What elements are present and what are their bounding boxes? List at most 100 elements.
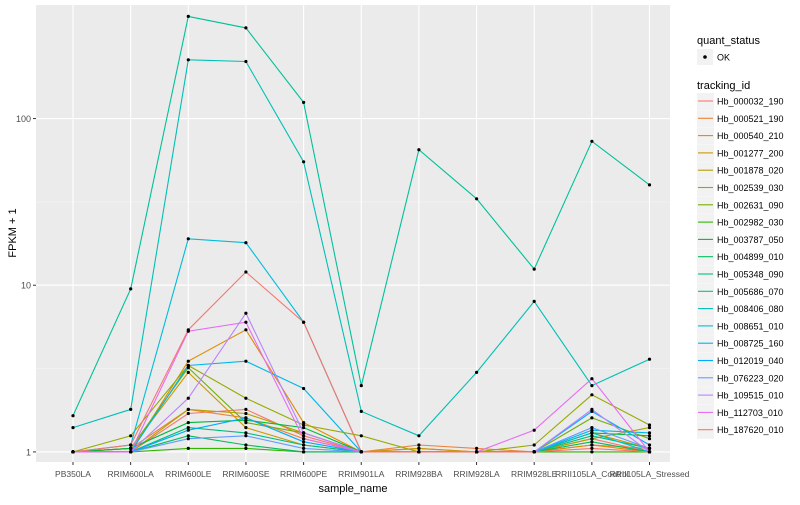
legend-label: Hb_002982_030 bbox=[717, 218, 784, 228]
legend-label: Hb_112703_010 bbox=[717, 408, 783, 418]
data-point bbox=[186, 366, 190, 370]
series-points bbox=[71, 14, 652, 454]
data-point bbox=[186, 434, 190, 438]
data-point bbox=[244, 431, 248, 435]
data-point bbox=[244, 418, 248, 422]
data-point bbox=[647, 443, 652, 447]
data-point bbox=[244, 421, 248, 425]
legend-tracking-items: Hb_000032_190 Hb_000521_190 Hb_000540_210 H… bbox=[697, 93, 784, 439]
y-tick-label: 100 bbox=[16, 114, 31, 124]
data-point bbox=[302, 423, 306, 427]
legend-label: Hb_008725_160 bbox=[717, 339, 784, 349]
data-point bbox=[302, 431, 306, 435]
data-point bbox=[590, 434, 594, 438]
data-point bbox=[186, 446, 190, 450]
legend-quant-title: quant_status bbox=[697, 35, 760, 47]
legend-label: Hb_000521_190 bbox=[717, 114, 784, 124]
data-point bbox=[590, 384, 594, 388]
legend-tracking-title: tracking_id bbox=[697, 80, 750, 92]
data-point bbox=[532, 443, 536, 447]
data-point bbox=[186, 14, 190, 18]
data-point bbox=[302, 437, 306, 441]
x-tick-label: PB350LA bbox=[55, 469, 91, 479]
panel-background bbox=[36, 5, 670, 462]
data-point bbox=[244, 407, 248, 411]
data-point bbox=[647, 423, 652, 427]
data-point bbox=[244, 426, 248, 430]
data-point bbox=[71, 414, 75, 418]
data-point bbox=[244, 434, 248, 438]
data-point bbox=[129, 287, 133, 291]
data-point bbox=[647, 434, 652, 438]
y-axis: 1 10 100 bbox=[16, 114, 36, 457]
legend-label: Hb_012019_040 bbox=[717, 356, 784, 366]
data-point bbox=[302, 440, 306, 444]
data-point bbox=[186, 359, 190, 363]
data-point bbox=[302, 100, 306, 104]
data-point bbox=[590, 450, 594, 454]
legend-label: Hb_109515_010 bbox=[717, 391, 784, 401]
legend-label: Hb_187620_010 bbox=[717, 425, 784, 435]
legend-label: Hb_005686_070 bbox=[717, 287, 784, 297]
legend-label: Hb_076223_020 bbox=[717, 373, 784, 383]
legend-quant-items: OK bbox=[697, 49, 730, 65]
data-point bbox=[244, 396, 248, 400]
data-point bbox=[647, 183, 652, 187]
data-point bbox=[532, 428, 536, 432]
x-tick-label: RRIM928LA bbox=[453, 469, 500, 479]
data-point bbox=[186, 407, 190, 411]
major-gridlines bbox=[36, 5, 670, 462]
data-point bbox=[647, 431, 652, 435]
data-point bbox=[129, 443, 133, 447]
x-tick-label: RRIM600LA bbox=[107, 469, 154, 479]
data-point bbox=[186, 411, 190, 416]
data-point bbox=[129, 450, 133, 454]
data-point bbox=[186, 237, 190, 241]
x-tick-label: RRIM901LA bbox=[338, 469, 385, 479]
x-tick-label: RRII105LA_Control bbox=[555, 469, 629, 479]
data-point bbox=[475, 197, 479, 201]
data-point bbox=[244, 328, 248, 332]
y-tick-label: 10 bbox=[21, 281, 31, 291]
data-point bbox=[417, 450, 421, 454]
data-point bbox=[417, 446, 421, 450]
x-tick-label: RRIM600PE bbox=[280, 469, 328, 479]
data-point bbox=[647, 450, 652, 454]
data-point bbox=[359, 434, 363, 438]
data-point bbox=[417, 434, 421, 438]
data-point bbox=[590, 377, 594, 381]
data-point bbox=[590, 416, 594, 420]
data-point bbox=[186, 370, 190, 374]
data-point bbox=[129, 434, 133, 438]
data-point bbox=[590, 426, 594, 430]
data-point bbox=[244, 320, 248, 324]
data-point bbox=[590, 407, 594, 411]
data-point bbox=[590, 443, 594, 447]
data-point bbox=[647, 357, 652, 361]
data-point bbox=[590, 446, 594, 450]
data-point bbox=[186, 58, 190, 62]
x-axis-title: sample_name bbox=[318, 483, 387, 495]
data-point bbox=[590, 440, 594, 444]
legend-label: Hb_002539_030 bbox=[717, 183, 784, 193]
data-point bbox=[302, 421, 306, 425]
x-tick-label: RRIM600SE bbox=[222, 469, 270, 479]
legend-label: Hb_008651_010 bbox=[717, 321, 784, 331]
legend-label: Hb_000032_190 bbox=[717, 97, 784, 107]
legend-label: Hb_001878_020 bbox=[717, 166, 784, 176]
x-tick-label: RRII105LA_Stressed bbox=[610, 469, 690, 479]
data-point bbox=[302, 450, 306, 454]
data-point bbox=[186, 426, 190, 430]
data-point bbox=[244, 241, 248, 245]
data-point bbox=[590, 431, 594, 435]
data-point bbox=[186, 363, 190, 368]
legend-label: Hb_002631_090 bbox=[717, 200, 784, 210]
data-point bbox=[532, 450, 536, 454]
y-tick-label: 1 bbox=[26, 447, 31, 457]
x-axis: PB350LA RRIM600LA RRIM600LE RRIM600SE RRIM60… bbox=[55, 462, 690, 479]
data-point bbox=[302, 443, 306, 447]
data-point bbox=[359, 384, 363, 388]
data-point bbox=[186, 428, 190, 432]
data-point bbox=[186, 421, 190, 425]
